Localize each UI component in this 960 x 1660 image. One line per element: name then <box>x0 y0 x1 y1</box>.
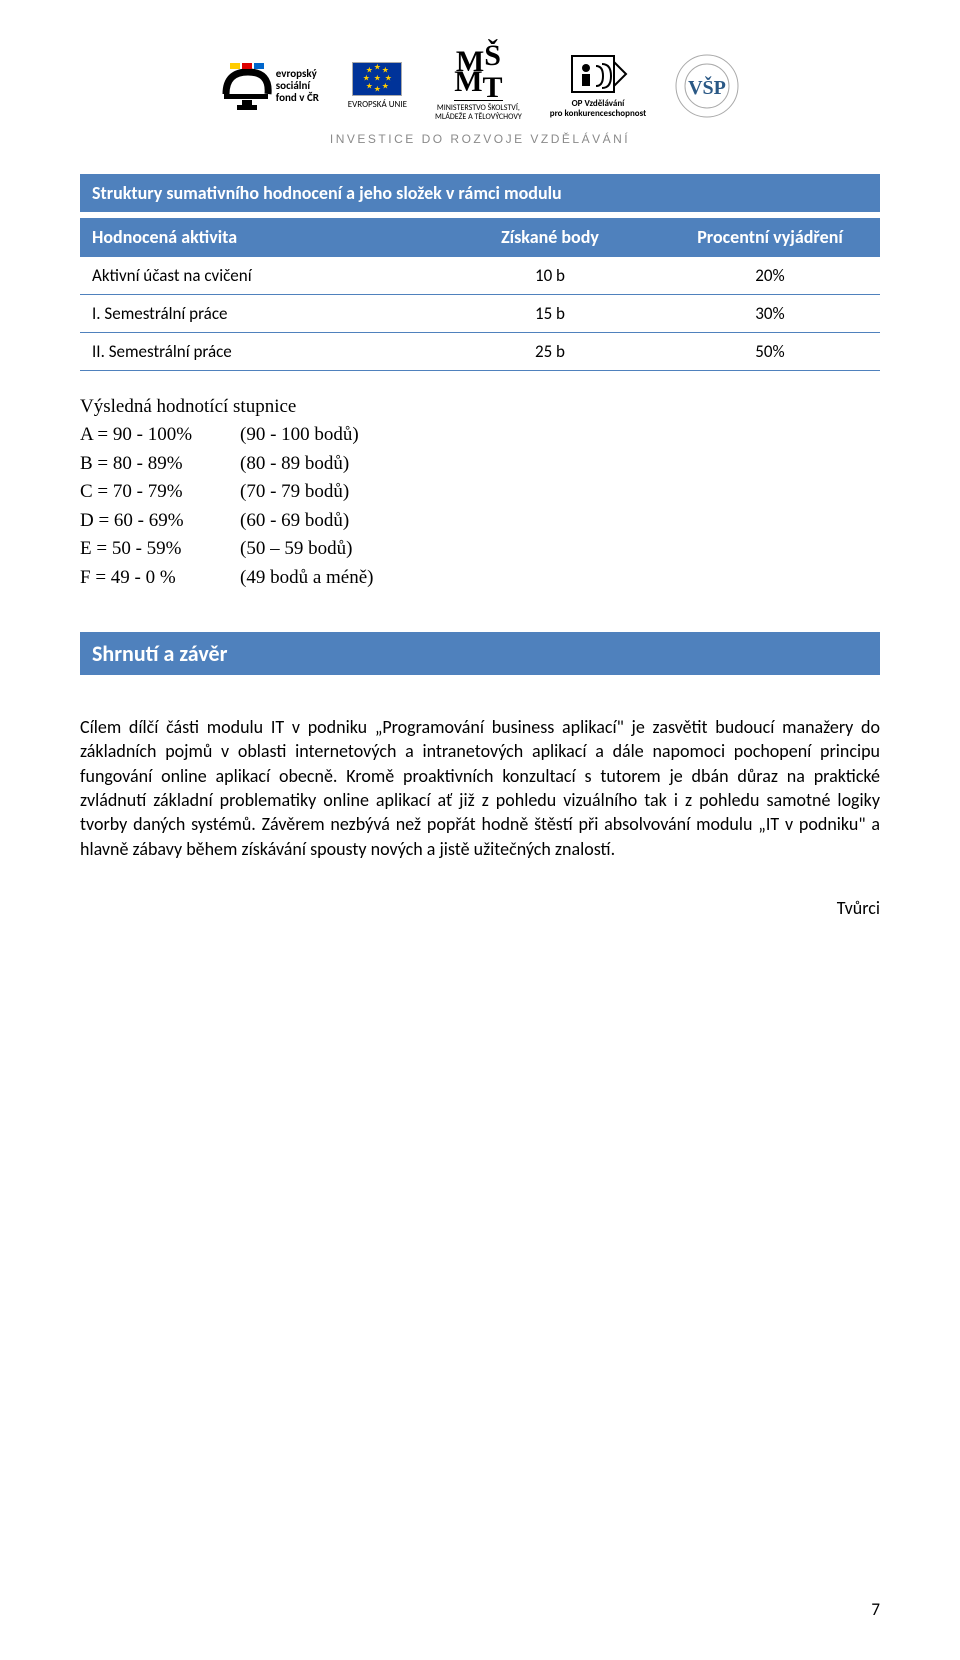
esf-label-line: fond v ČR <box>276 92 319 104</box>
table-header-activity: Hodnocená aktivita <box>80 218 440 256</box>
cell-points: 15 b <box>440 295 660 332</box>
cell-points: 25 b <box>440 333 660 370</box>
scale-grade: F = 49 - 0 % <box>80 564 240 593</box>
scale-row: B = 80 - 89% (80 - 89 bodů) <box>80 450 880 479</box>
scale-points: (90 - 100 bodů) <box>240 421 359 450</box>
cell-percent: 50% <box>660 333 880 370</box>
cell-activity: II. Semestrální práce <box>80 333 440 370</box>
table-row: II. Semestrální práce 25 b 50% <box>80 332 880 371</box>
grading-scale-title: Výsledná hodnotící stupnice <box>80 393 880 422</box>
vsp-icon: VŠP <box>674 53 740 119</box>
table-title: Struktury sumativního hodnocení a jeho s… <box>80 174 880 218</box>
evaluation-table: Struktury sumativního hodnocení a jeho s… <box>80 174 880 371</box>
scale-row: C = 70 - 79% (70 - 79 bodů) <box>80 478 880 507</box>
scale-grade: D = 60 - 69% <box>80 507 240 536</box>
scale-grade: C = 70 - 79% <box>80 478 240 507</box>
opvk-logo: OP Vzdělávání pro konkurenceschopnost <box>550 52 646 119</box>
msmt-label-bottom: MLÁDEŽE A TĚLOVÝCHOVY <box>435 113 522 122</box>
grading-scale: Výsledná hodnotící stupnice A = 90 - 100… <box>80 393 880 593</box>
cell-percent: 30% <box>660 295 880 332</box>
cell-points: 10 b <box>440 257 660 294</box>
eu-flag-icon <box>352 62 402 96</box>
scale-grade: A = 90 - 100% <box>80 421 240 450</box>
scale-grade: E = 50 - 59% <box>80 535 240 564</box>
table-row: I. Semestrální práce 15 b 30% <box>80 294 880 332</box>
scale-points: (49 bodů a méně) <box>240 564 373 593</box>
scale-grade: B = 80 - 89% <box>80 450 240 479</box>
table-header-points: Získané body <box>440 218 660 256</box>
summary-paragraph: Cílem dílčí části modulu IT v podniku „P… <box>80 715 880 861</box>
cell-activity: Aktivní účast na cvičení <box>80 257 440 294</box>
eu-logo: EVROPSKÁ UNIE <box>348 62 407 110</box>
msmt-icon: MŠ MT <box>454 50 502 101</box>
cell-percent: 20% <box>660 257 880 294</box>
opvk-label-bottom: pro konkurenceschopnost <box>550 109 646 119</box>
table-header-percent: Procentní vyjádření <box>660 218 880 256</box>
esf-label-line: evropský <box>276 68 319 80</box>
esf-logo: evropský sociální fond v ČR <box>220 56 320 116</box>
summary-heading: Shrnutí a závěr <box>80 632 880 675</box>
signature: Tvůrci <box>80 897 880 919</box>
scale-points: (60 - 69 bodů) <box>240 507 349 536</box>
scale-row: F = 49 - 0 % (49 bodů a méně) <box>80 564 880 593</box>
opvk-icon <box>568 52 628 99</box>
funding-logos-row: evropský sociální fond v ČR EVROPSKÁ UNI… <box>80 50 880 122</box>
eu-label: EVROPSKÁ UNIE <box>348 100 407 110</box>
scale-row: D = 60 - 69% (60 - 69 bodů) <box>80 507 880 536</box>
svg-text:VŠP: VŠP <box>688 75 726 99</box>
scale-points: (50 – 59 bodů) <box>240 535 352 564</box>
scale-row: A = 90 - 100% (90 - 100 bodů) <box>80 421 880 450</box>
tagline-text: INVESTICE DO ROZVOJE VZDĚLÁVÁNÍ <box>80 132 880 146</box>
cell-activity: I. Semestrální práce <box>80 295 440 332</box>
msmt-logo: MŠ MT MINISTERSTVO ŠKOLSTVÍ, MLÁDEŽE A T… <box>435 50 522 122</box>
table-row: Aktivní účast na cvičení 10 b 20% <box>80 256 880 294</box>
vsp-logo: VŠP <box>674 53 740 119</box>
scale-points: (70 - 79 bodů) <box>240 478 349 507</box>
esf-icon <box>220 60 272 112</box>
scale-row: E = 50 - 59% (50 – 59 bodů) <box>80 535 880 564</box>
scale-points: (80 - 89 bodů) <box>240 450 349 479</box>
page-number: 7 <box>871 1599 880 1620</box>
table-header-row: Hodnocená aktivita Získané body Procentn… <box>80 218 880 256</box>
